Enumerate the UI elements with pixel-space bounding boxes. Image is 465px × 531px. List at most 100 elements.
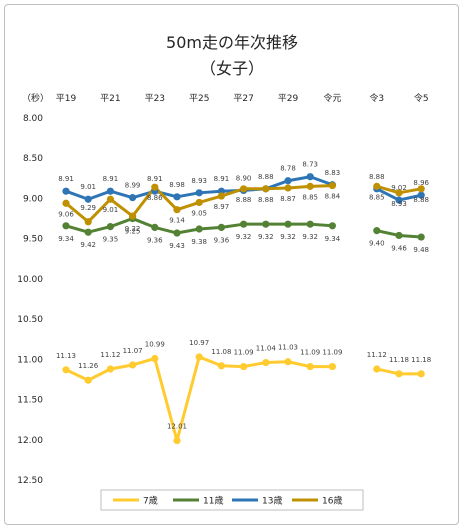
data-label: 10.99	[145, 341, 165, 349]
data-label: 9.32	[236, 233, 252, 241]
data-point	[395, 370, 403, 378]
y-tick-label: 12.00	[17, 436, 43, 446]
data-point	[262, 220, 270, 228]
data-label: 8.73	[302, 161, 318, 169]
data-point	[84, 228, 92, 236]
data-label: 9.32	[302, 233, 318, 241]
data-point	[306, 182, 314, 190]
data-label: 11.18	[389, 356, 409, 364]
data-point	[306, 362, 314, 371]
data-point	[373, 365, 381, 373]
data-label: 11.26	[78, 362, 99, 370]
data-point	[240, 220, 248, 228]
data-label: 9.32	[280, 233, 296, 241]
x-tick-label: 平29	[278, 93, 299, 104]
data-label: 10.97	[189, 339, 209, 347]
data-point	[284, 177, 292, 185]
data-label: 11.03	[278, 344, 298, 352]
data-label: 9.06	[58, 210, 74, 218]
y-tick-label: 11.00	[17, 355, 43, 365]
data-point	[173, 193, 181, 201]
data-label: 8.91	[214, 175, 230, 183]
data-label: 8.91	[58, 175, 74, 183]
data-point	[306, 173, 314, 181]
data-point	[106, 365, 114, 373]
data-point	[240, 362, 248, 371]
data-label: 8.85	[302, 193, 318, 201]
data-label: 9.01	[80, 183, 96, 191]
data-label: 9.14	[169, 217, 185, 225]
data-label: 8.97	[214, 203, 230, 211]
data-label: 9.43	[169, 242, 185, 250]
chart-frame	[4, 4, 459, 525]
data-point	[151, 183, 159, 191]
data-point	[62, 222, 70, 230]
chart-subtitle: （女子）	[200, 59, 264, 78]
data-point	[395, 196, 403, 204]
data-point	[217, 192, 225, 200]
data-point	[373, 227, 381, 235]
data-point	[84, 195, 92, 203]
data-label: 11.08	[211, 348, 231, 356]
data-label: 11.18	[411, 356, 431, 364]
x-tick-label: 平19	[56, 93, 77, 104]
data-point	[328, 181, 336, 190]
data-label: 9.34	[325, 235, 341, 243]
x-tick-label: 令元	[323, 92, 341, 104]
data-point	[284, 358, 292, 366]
data-point	[84, 376, 92, 384]
data-label: 11.09	[300, 349, 320, 357]
data-label: 11.09	[322, 349, 342, 357]
y-tick-label: 10.50	[17, 315, 43, 325]
data-label: 9.32	[258, 233, 274, 241]
data-label: 8.91	[103, 175, 119, 183]
data-label: 8.90	[236, 174, 252, 182]
y-tick-label: 9.00	[23, 194, 43, 204]
data-point	[373, 182, 381, 190]
data-label: 8.93	[191, 177, 207, 185]
data-point	[217, 362, 225, 370]
x-tick-label: 平21	[100, 93, 120, 104]
data-label: 8.88	[258, 173, 274, 181]
data-point	[262, 185, 270, 193]
data-label: 9.46	[391, 244, 407, 252]
data-point	[62, 187, 70, 195]
data-point	[328, 222, 336, 230]
data-label: 8.88	[413, 196, 429, 204]
data-label: 8.84	[325, 193, 341, 201]
data-point	[417, 185, 425, 193]
y-tick-label: 12.50	[17, 476, 43, 486]
y-tick-label: 11.50	[17, 396, 43, 406]
y-tick-label: 8.00	[23, 114, 43, 124]
legend-item: 7歳	[143, 495, 158, 507]
data-label: 11.04	[256, 345, 277, 353]
data-label: 9.36	[147, 236, 163, 244]
legend-item: 13歳	[262, 495, 282, 507]
data-label: 8.93	[391, 200, 407, 208]
data-label: 8.78	[280, 165, 296, 173]
data-label: 9.48	[413, 246, 429, 254]
data-point	[62, 199, 70, 207]
data-label: 8.88	[258, 196, 274, 204]
data-point	[240, 185, 248, 193]
data-point	[106, 223, 114, 231]
data-label: 12.01	[167, 423, 187, 431]
data-point	[417, 370, 425, 378]
data-label: 9.25	[125, 228, 141, 236]
data-label: 8.99	[125, 182, 141, 190]
data-label: 11.07	[123, 347, 143, 355]
data-point	[106, 195, 114, 203]
x-tick-label: 平23	[145, 93, 165, 104]
data-label: 8.96	[413, 179, 429, 187]
x-tick-label: 令3	[369, 92, 384, 104]
data-point	[129, 194, 137, 202]
data-label: 8.88	[369, 173, 385, 181]
legend-item: 11歳	[203, 495, 223, 507]
y-axis-label: （秒）	[22, 92, 49, 104]
data-label: 8.83	[325, 169, 341, 177]
chart-title: 50m走の年次推移	[166, 33, 298, 52]
data-point	[129, 361, 137, 369]
data-label: 9.42	[80, 241, 96, 249]
data-point	[417, 233, 425, 241]
legend-item: 16歳	[322, 495, 342, 507]
